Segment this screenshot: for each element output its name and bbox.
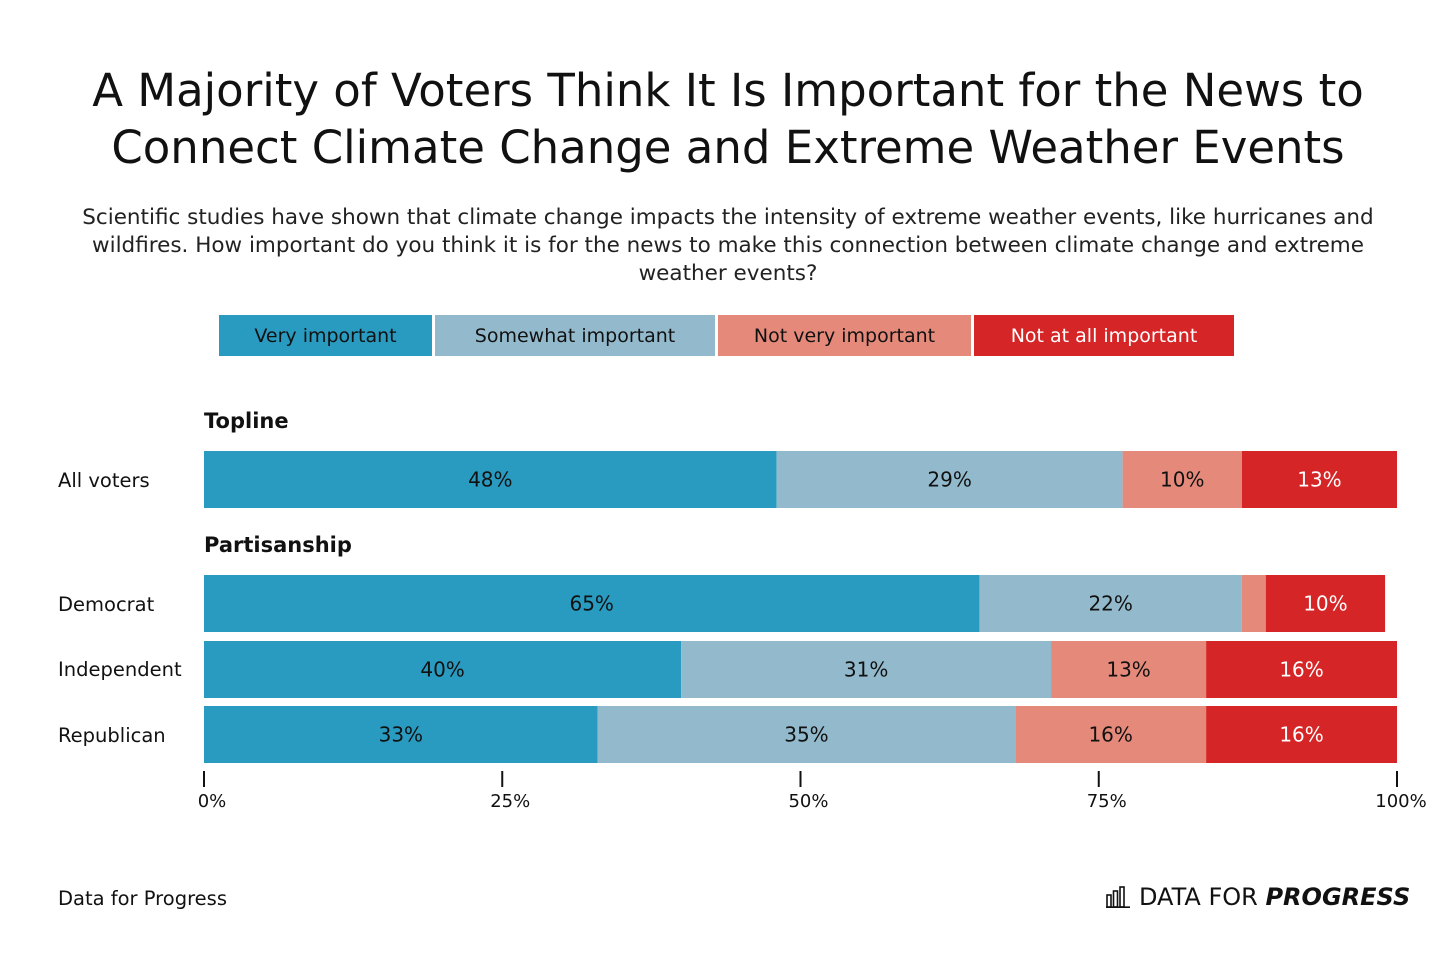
bar-segment [204,451,777,508]
bar-data-label: 16% [1279,658,1323,682]
bar-data-label: 40% [420,658,464,682]
bar-data-label: 16% [1088,723,1132,747]
bar-data-label: 10% [1160,468,1204,492]
bar-segment [979,575,1242,632]
bar-data-label: 35% [784,723,828,747]
legend-label: Not at all important [1010,325,1198,347]
brand-wordmark-light: DATA FOR [1139,883,1258,911]
group-heading-topline: Topline [204,409,289,433]
brand-wordmark: DATA FOR PROGRESS [1139,880,1410,914]
chart-title: A Majority of Voters Think It Is Importa… [92,64,1364,174]
bar-segment [681,641,1052,698]
bar-segment [1241,575,1266,632]
x-axis-tick-label: 25% [490,791,530,812]
bar-segment [204,575,980,632]
source-note: Data for Progress [58,887,227,910]
bar-segment [1265,575,1386,632]
bar-data-label: 29% [927,468,971,492]
bar-segment [1206,641,1397,698]
bar-segment [597,706,1016,763]
row-label-independent: Independent [58,658,182,681]
bar-data-label: 13% [1297,468,1341,492]
row-label-democrat: Democrat [58,593,155,616]
x-axis-tick-label: 75% [1087,791,1127,812]
x-axis-tick-label: 50% [788,791,828,812]
bar-data-label: 33% [379,723,423,747]
bar-segment [1241,451,1397,508]
brand-wordmark-bold: PROGRESS [1265,883,1411,911]
bar-data-label: 31% [844,658,888,682]
bar-segment [1122,451,1242,508]
legend-label: Not very important [753,325,936,347]
bar-data-label: 16% [1279,723,1323,747]
chart-subtitle: Scientific studies have shown that clima… [82,205,1374,286]
bar-data-label: 13% [1106,658,1150,682]
legend-label: Somewhat important [474,325,676,347]
bar-segment [1015,706,1207,763]
row-label-all-voters: All voters [58,469,150,492]
row-label-republican: Republican [58,724,166,747]
x-axis-tick-label: 0% [198,791,227,812]
bar-segment [204,641,682,698]
bar-segment [1206,706,1397,763]
bar-segment [776,451,1123,508]
bar-segment [204,706,598,763]
bar-data-label: 65% [569,592,613,616]
bar-chart-logo-icon [1106,886,1130,908]
bar-data-label: 22% [1088,592,1132,616]
bar-data-label: 48% [468,468,512,492]
bar-data-label: 10% [1303,592,1347,616]
legend-item-not-very-important: Not very important [718,315,971,356]
legend-item-very-important: Very important [219,315,432,356]
legend-item-somewhat-important: Somewhat important [435,315,715,356]
bar-segment [1051,641,1207,698]
legend-item-not-at-all-important: Not at all important [974,315,1234,356]
legend-label: Very important [254,325,397,347]
x-axis-tick-label: 100% [1375,791,1426,812]
group-heading-partisanship: Partisanship [204,533,352,557]
